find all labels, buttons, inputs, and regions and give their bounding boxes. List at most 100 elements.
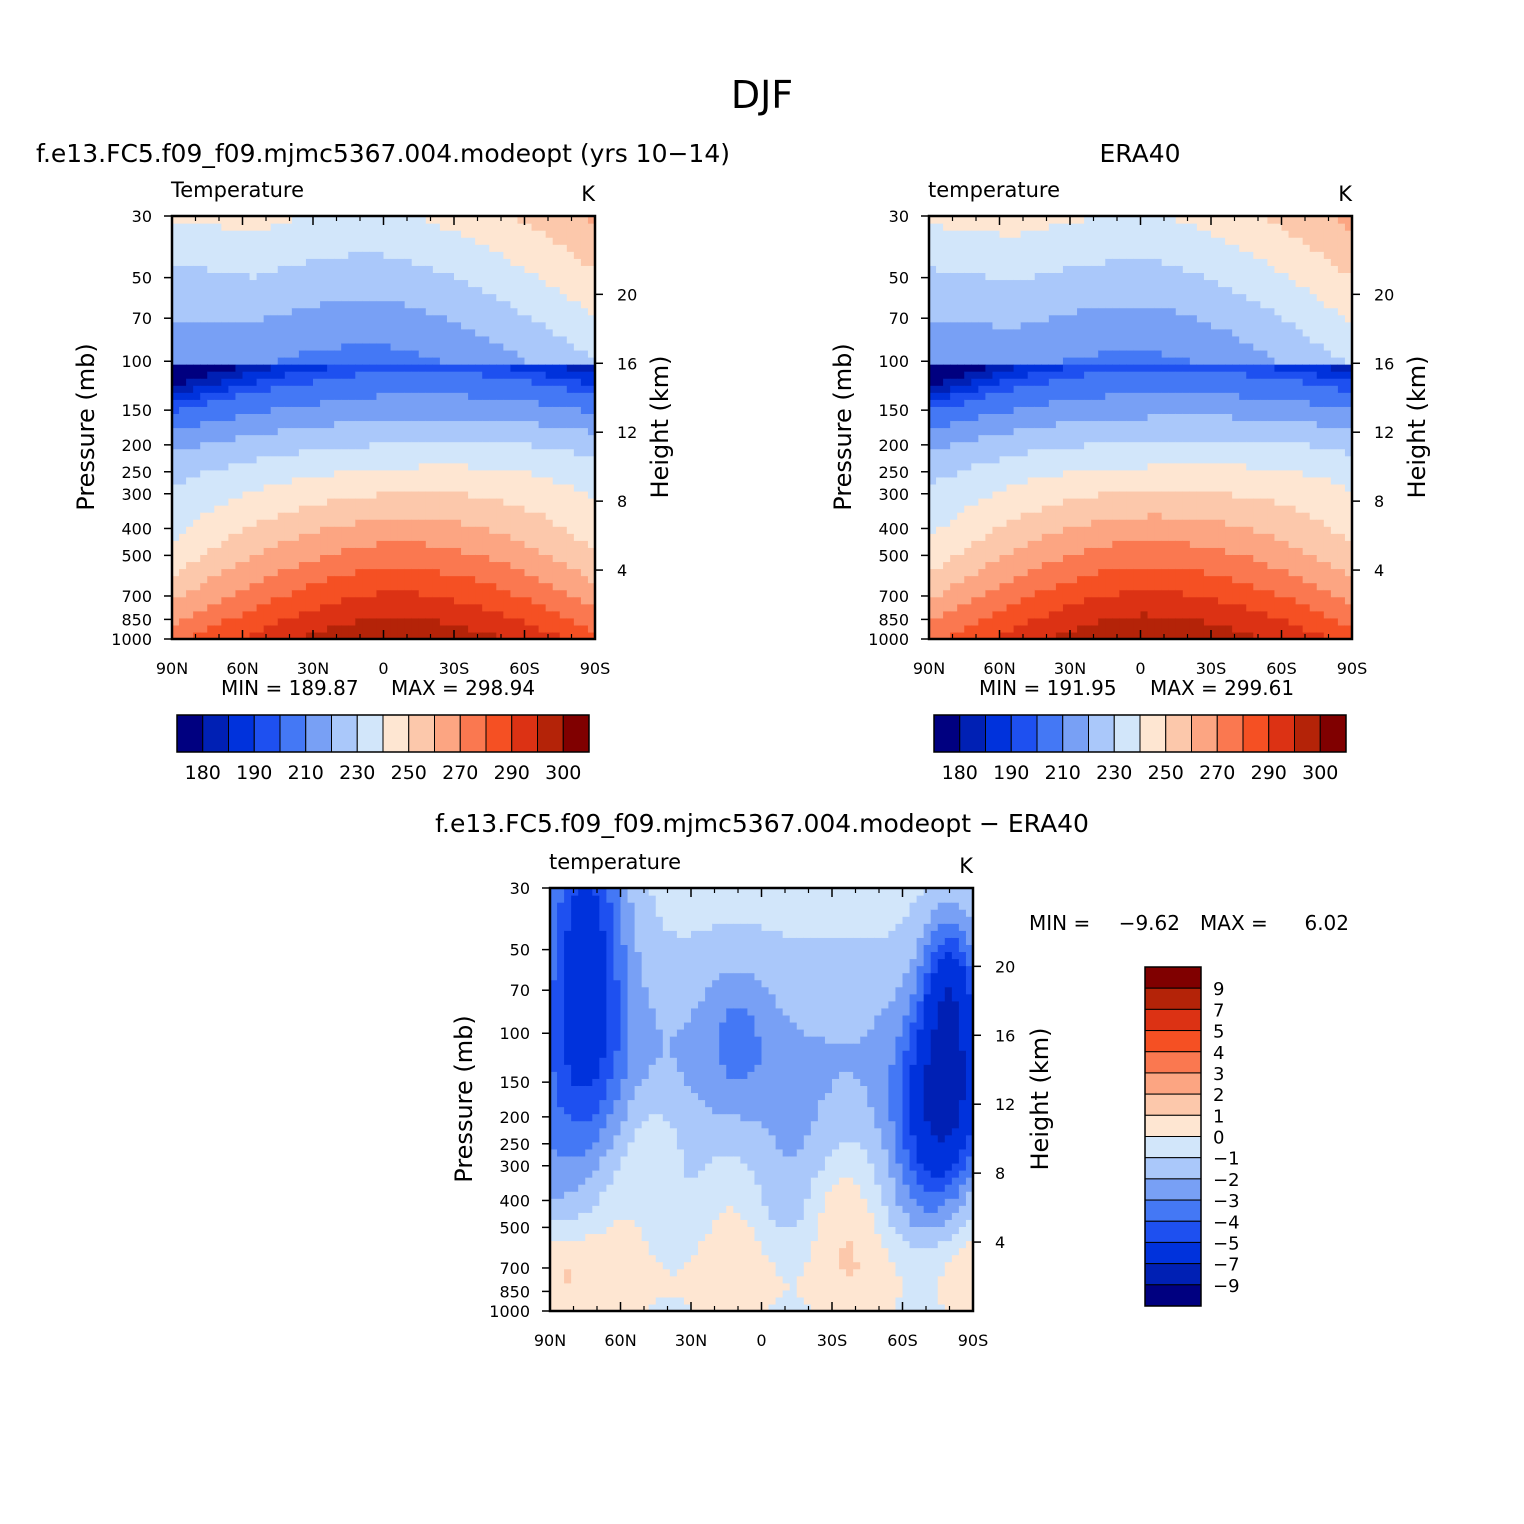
contour-cell <box>439 490 448 520</box>
y-tick-label: 700 <box>121 587 152 606</box>
contour-cell <box>950 230 958 273</box>
contour-cell <box>298 385 307 407</box>
contour-cell <box>916 1226 925 1249</box>
contour-cell <box>599 1191 607 1235</box>
contour-cell <box>930 972 939 1030</box>
contour-cell <box>1013 385 1022 407</box>
contour-cell <box>1084 498 1092 527</box>
contour-cell <box>592 1141 600 1171</box>
x-tick-label: 60S <box>509 659 540 678</box>
contour-cell <box>461 441 469 464</box>
contour-cell <box>944 923 953 938</box>
contour-cell <box>754 1184 763 1242</box>
contour-cell <box>655 916 664 1030</box>
contour-cell <box>803 1303 812 1312</box>
contour-cell <box>580 392 589 414</box>
contour-cell <box>1274 469 1283 506</box>
contour-cell <box>853 1261 861 1270</box>
contour-cell <box>559 448 568 485</box>
contour-cell <box>538 230 547 281</box>
contour-cell <box>355 448 363 471</box>
contour-cell <box>432 371 441 393</box>
contour-cell <box>468 469 476 499</box>
colorbar-label: 0 <box>1213 1128 1224 1149</box>
contour-cell <box>1168 519 1177 541</box>
contour-cell <box>950 272 958 323</box>
contour-cell <box>587 603 596 633</box>
contour-cell <box>992 230 1001 281</box>
contour-cell <box>662 1296 671 1312</box>
contour-cell <box>957 378 965 386</box>
contour-cell <box>418 357 427 365</box>
contour-cell <box>235 498 244 534</box>
contour-cell <box>782 1282 791 1291</box>
contour-cell <box>971 321 979 365</box>
contour-cell <box>256 321 265 365</box>
contour-cell <box>951 1198 960 1213</box>
contour-cell <box>263 371 272 379</box>
contour-cell <box>1077 307 1085 358</box>
contour-cell <box>1225 554 1233 577</box>
contour-cell <box>1119 392 1127 422</box>
contour-cell <box>425 357 434 365</box>
contour-cell <box>249 364 258 372</box>
contour-cell <box>803 1036 812 1136</box>
contour-cell <box>817 888 826 938</box>
contour-cell <box>1274 596 1283 619</box>
contour-cell <box>404 469 413 492</box>
contour-cell <box>669 930 678 1037</box>
panel-diff-max-label: MAX = <box>1200 911 1268 935</box>
contour-cell <box>235 364 244 379</box>
contour-cell <box>1316 342 1325 365</box>
contour-cell <box>313 349 321 365</box>
contour-cell <box>620 1120 629 1157</box>
contour-cell <box>1196 364 1205 372</box>
contour-cell <box>284 314 293 358</box>
contour-cell <box>446 547 455 577</box>
contour-cell <box>606 1148 615 1185</box>
contour-cell <box>1119 589 1127 619</box>
contour-cell <box>1133 469 1142 492</box>
contour-cell <box>1084 357 1092 365</box>
contour-cell <box>1126 371 1135 393</box>
contour-cell <box>1140 540 1149 570</box>
contour-cell <box>425 314 434 358</box>
contour-cell <box>320 448 328 478</box>
contour-cell <box>669 1036 678 1058</box>
height-tick-label: 12 <box>617 423 637 442</box>
contour-cell <box>1027 476 1036 513</box>
contour-cell <box>263 483 272 520</box>
contour-cell <box>606 1226 615 1312</box>
contour-cell <box>320 399 328 429</box>
contour-cell <box>1281 230 1290 273</box>
contour-cell <box>277 512 286 541</box>
contour-cell <box>376 364 385 372</box>
contour-cell <box>482 420 490 443</box>
contour-cell <box>1140 610 1149 640</box>
contour-cell <box>1140 589 1149 612</box>
colorbar-swatch <box>1144 1157 1202 1180</box>
contour-cell <box>559 589 568 619</box>
y-tick-label: 400 <box>499 1191 530 1210</box>
contour-cell <box>929 427 937 450</box>
contour-cell <box>313 406 321 429</box>
contour-cell <box>468 441 476 471</box>
contour-cell <box>242 413 251 436</box>
contour-cell <box>950 554 958 584</box>
contour-cell <box>923 1247 932 1312</box>
contour-cell <box>1330 385 1339 407</box>
contour-cell <box>929 448 937 485</box>
contour-cell <box>320 349 328 365</box>
contour-cell <box>1323 589 1332 619</box>
contour-cell <box>1344 406 1353 429</box>
contour-cell <box>383 540 392 570</box>
contour-cell <box>1196 230 1205 273</box>
contour-cell <box>256 631 265 640</box>
contour-cell <box>669 1296 678 1312</box>
contour-cell <box>446 371 455 393</box>
contour-cell <box>999 413 1008 436</box>
contour-cell <box>214 469 222 506</box>
contour-cell <box>545 286 554 330</box>
contour-cell <box>916 937 925 967</box>
